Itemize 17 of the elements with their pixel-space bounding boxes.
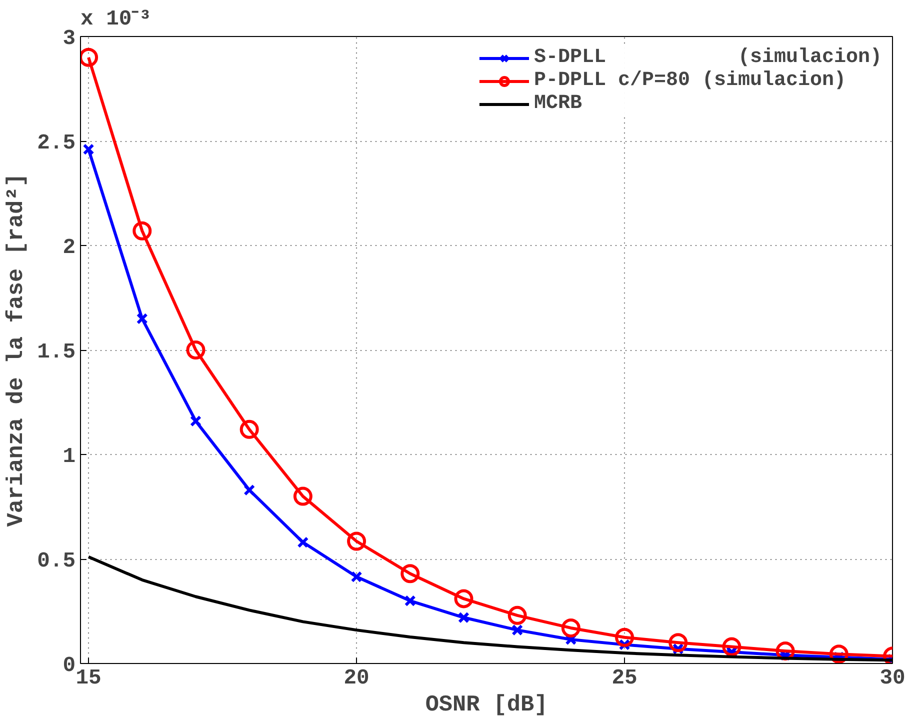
x-axis-title: OSNR [dB] — [425, 692, 548, 718]
x-tick-label: 25 — [612, 666, 638, 690]
y-tick-label: 2.5 — [37, 132, 76, 156]
x-tick-label: 30 — [880, 666, 906, 690]
y-tick-label: 0 — [62, 654, 76, 678]
legend-label: MCRB — [534, 92, 582, 115]
y-tick-label: 1 — [62, 445, 76, 469]
y-tick-label: 0.5 — [37, 550, 76, 574]
y-axis-title: Varianza de la fase [rad²] — [3, 173, 30, 527]
legend-label: S-DPLL (simulacion) — [534, 46, 882, 69]
y-tick-label: 2 — [62, 236, 76, 260]
x-tick-label: 20 — [344, 666, 370, 690]
legend-label: P-DPLL c/P=80 (simulacion) — [534, 69, 846, 92]
y-tick-label: 3 — [62, 27, 76, 51]
text: x 10⁻³ — [80, 8, 152, 32]
y-tick-label: 1.5 — [37, 340, 76, 364]
x-tick-label: 15 — [76, 666, 102, 690]
